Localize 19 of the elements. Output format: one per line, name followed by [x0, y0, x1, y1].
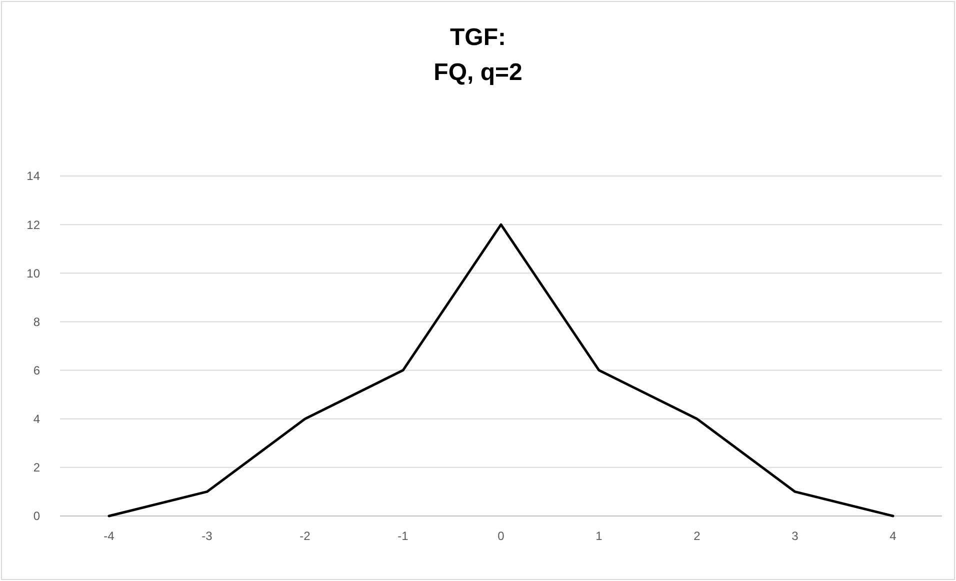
- chart-title: TGF: FQ, q=2: [434, 24, 522, 86]
- y-tick-label: 12: [26, 218, 40, 232]
- y-tick-label: 10: [26, 266, 40, 280]
- y-tick-label: 0: [33, 509, 40, 524]
- y-tick-label: 8: [33, 314, 40, 329]
- x-tick-label: -2: [300, 529, 311, 543]
- x-tick-label: -4: [104, 529, 115, 543]
- x-tick-label: 3: [792, 529, 799, 543]
- y-tick-label: 4: [33, 412, 40, 426]
- line-series: [108, 223, 894, 518]
- x-tick-label: -1: [398, 529, 409, 543]
- x-tick-label: 2: [694, 529, 701, 543]
- y-tick-label: 2: [33, 460, 40, 475]
- y-tick-label: 6: [33, 363, 40, 378]
- x-tick-label: 1: [596, 529, 603, 543]
- x-tick-label: -3: [202, 529, 213, 543]
- x-tick-label: 0: [498, 529, 505, 543]
- x-tick-label: 4: [890, 529, 897, 543]
- y-tick-label: 14: [26, 169, 40, 184]
